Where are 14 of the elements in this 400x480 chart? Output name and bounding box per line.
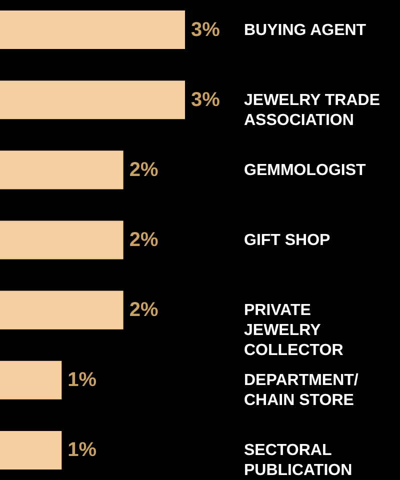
data-label: 1% bbox=[68, 439, 97, 462]
y-tick-label: GIFT SHOP bbox=[244, 232, 331, 249]
data-label: 2% bbox=[129, 229, 158, 251]
y-tick-label: SECTORAL PUBLICATION bbox=[244, 442, 352, 480]
y-tick-label: DEPARTMENT/ CHAIN STORE bbox=[244, 372, 359, 410]
data-label: 2% bbox=[129, 299, 158, 322]
y-tick-label: BUYING AGENT bbox=[244, 22, 366, 39]
data-label: 1% bbox=[68, 369, 97, 392]
data-label: 3% bbox=[191, 18, 220, 41]
data-label: 3% bbox=[191, 88, 220, 111]
data-label: 2% bbox=[129, 158, 158, 181]
y-tick-label: PRIVATE JEWELRY COLLECTOR bbox=[244, 302, 344, 360]
y-tick-label: JEWELRY TRADE ASSOCIATION bbox=[244, 92, 380, 129]
y-tick-label: GEMMOLOGIST bbox=[244, 162, 366, 179]
